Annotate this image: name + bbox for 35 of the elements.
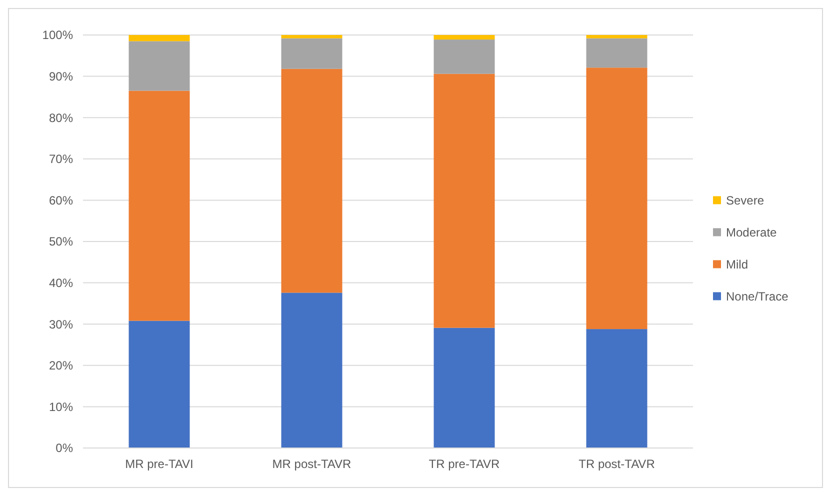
bar	[128, 41, 190, 91]
bar	[281, 292, 342, 448]
bar	[586, 35, 648, 38]
x-tick-label: TR post-TAVR	[578, 457, 656, 471]
bar	[281, 38, 342, 69]
y-tick-label: 60%	[48, 193, 74, 208]
bar	[586, 38, 648, 68]
bar	[586, 68, 648, 330]
legend-label: Severe	[726, 193, 764, 208]
bar	[434, 40, 495, 74]
y-tick-label: 10%	[48, 400, 74, 414]
legend-label: None/Trace	[726, 289, 789, 304]
y-tick-label: 80%	[48, 110, 74, 125]
bar	[586, 329, 648, 448]
y-tick-label: 90%	[48, 70, 74, 84]
bar	[128, 320, 190, 448]
y-tick-label: 30%	[48, 317, 74, 332]
x-tick-label: MR post-TAVR	[272, 457, 352, 471]
bar	[128, 90, 190, 321]
bar	[128, 35, 190, 42]
bar	[434, 328, 495, 448]
legend-label: Mild	[726, 257, 748, 272]
bar	[434, 74, 495, 328]
x-tick-label: MR pre-TAVI	[125, 457, 194, 471]
y-tick-label: 40%	[48, 276, 74, 290]
y-tick-label: 100%	[42, 28, 74, 42]
y-tick-label: 20%	[48, 358, 74, 373]
x-tick-label: TR pre-TAVR	[428, 457, 500, 471]
y-tick-label: 0%	[56, 441, 74, 456]
bar	[281, 35, 342, 38]
y-tick-label: 70%	[48, 152, 74, 166]
bar	[434, 35, 495, 40]
bar	[281, 68, 342, 293]
y-tick-label: 50%	[48, 234, 74, 249]
legend-label: Moderate	[726, 225, 778, 240]
